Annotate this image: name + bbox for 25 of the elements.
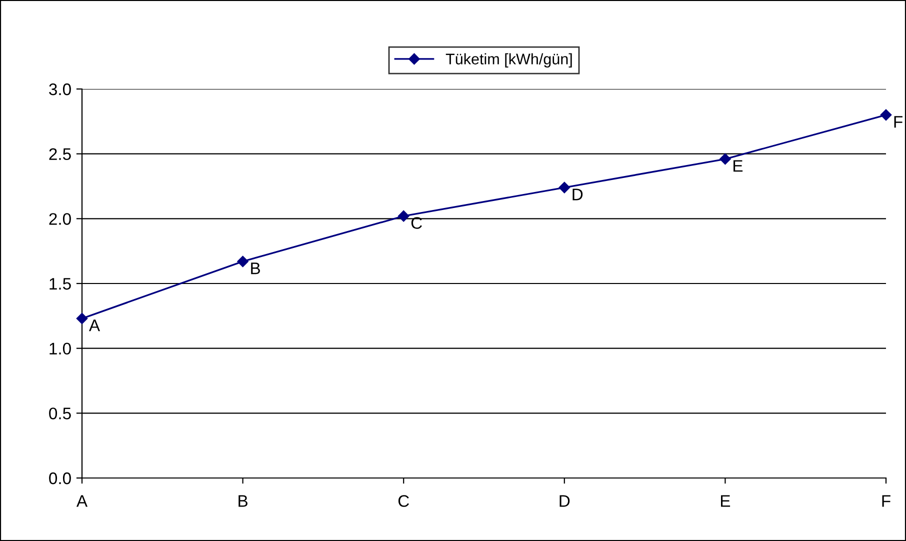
y-tick-label: 1.5 — [50, 278, 71, 290]
point — [880, 109, 892, 121]
x-tick-label: F — [882, 495, 890, 507]
point — [76, 312, 88, 324]
point — [237, 256, 248, 268]
x-tick-label: C — [398, 495, 409, 507]
annotation: D — [572, 188, 583, 200]
annotation: A — [88, 320, 100, 332]
point — [558, 182, 570, 194]
annotation: F — [894, 116, 902, 128]
point — [720, 153, 731, 165]
y-tick-label: 2.5 — [49, 148, 71, 160]
y-tick-label: 1.0 — [50, 342, 71, 355]
y-tick-label: 0.0 — [49, 472, 71, 484]
x-tick-label: A — [76, 495, 88, 507]
y-tick-label: 2.0 — [49, 213, 71, 225]
legend-label: Tüketim [kWh/gün] — [446, 53, 572, 68]
x-tick-label: E — [721, 495, 730, 507]
annotation: B — [251, 262, 260, 274]
point — [398, 210, 410, 222]
x-tick-label: B — [238, 495, 248, 507]
y-tick-label: 3.0 — [49, 83, 71, 96]
annotation: E — [734, 160, 743, 172]
y-tick-label: 0.5 — [49, 408, 71, 420]
x-tick-label: D — [560, 495, 570, 507]
